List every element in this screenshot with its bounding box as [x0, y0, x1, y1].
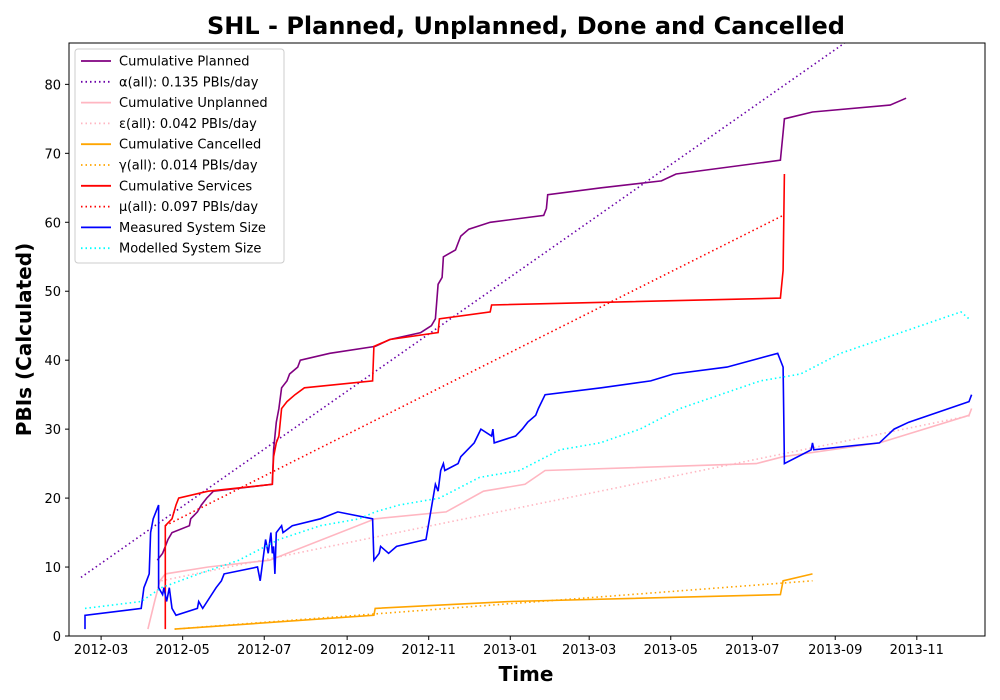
y-tick-label: 70 [44, 147, 61, 162]
y-tick-label: 40 [44, 354, 61, 369]
series-line-8-all-0-097-pbis-day [164, 214, 784, 527]
legend-box [74, 48, 285, 264]
x-tick-label: 2013-07 [725, 643, 779, 658]
x-tick-label: 2013-05 [644, 643, 698, 658]
legend-label-4: ε(all): 0.042 PBIs/day [119, 117, 257, 132]
x-axis-label: Time [499, 662, 554, 686]
series-line-6-all-0-014-pbis-day [174, 580, 813, 630]
y-tick-label: 30 [44, 423, 61, 438]
series-line-10-modelled-system-size [84, 310, 970, 610]
legend-label-10: Modelled System Size [119, 242, 261, 257]
y-tick-label: 50 [44, 285, 61, 300]
legend-label-7: Cumulative Services [119, 179, 252, 194]
y-tick-label: 20 [44, 492, 61, 507]
series-line-9-measured-system-size [84, 352, 973, 630]
series-line-5-cumulative-cancelled [174, 573, 813, 630]
x-tick-label: 2012-07 [237, 643, 291, 658]
legend-label-8: μ(all): 0.097 PBIs/day [119, 200, 258, 215]
y-axis-label: PBIs (Calculated) [12, 243, 36, 436]
series-line-1-cumulative-planned [156, 97, 907, 561]
x-tick-label: 2013-11 [890, 643, 944, 658]
legend: Cumulative Planned α(all): 0.135 PBIs/day… [74, 48, 285, 264]
legend-label-6: γ(all): 0.014 PBIs/day [119, 159, 258, 174]
y-tick-label: 80 [44, 78, 61, 93]
legend-label-2: α(all): 0.135 PBIs/day [119, 75, 259, 90]
x-tick-label: 2012-03 [74, 643, 128, 658]
legend-label-1: Cumulative Planned [119, 55, 249, 70]
series-line-3-cumulative-unplanned [147, 408, 973, 630]
y-tick-label: 10 [44, 561, 61, 576]
x-tick-label: 2013-01 [483, 643, 537, 658]
legend-label-5: Cumulative Cancelled [119, 138, 261, 153]
series-line-4-all-0-042-pbis-day [161, 414, 972, 582]
x-tick-label: 2012-09 [320, 643, 374, 658]
chart-title: SHL - Planned, Unplanned, Done and Cance… [207, 12, 845, 40]
x-tick-label: 2013-09 [808, 643, 862, 658]
x-tick-label: 2012-11 [402, 643, 456, 658]
legend-label-9: Measured System Size [119, 221, 266, 236]
series-line-7-cumulative-services [164, 173, 786, 630]
y-axis: 0 10 20 30 40 50 60 70 80 [44, 78, 69, 645]
plot-area [80, 43, 973, 630]
x-axis: 2012-03 2012-05 2012-07 2012-09 2012-11 2013-… [74, 636, 944, 658]
y-tick-label: 60 [44, 216, 61, 231]
legend-label-3: Cumulative Unplanned [119, 96, 268, 111]
x-tick-label: 2012-05 [156, 643, 210, 658]
x-tick-label: 2013-03 [562, 643, 616, 658]
plot-frame [68, 42, 986, 637]
y-tick-label: 0 [53, 630, 61, 645]
